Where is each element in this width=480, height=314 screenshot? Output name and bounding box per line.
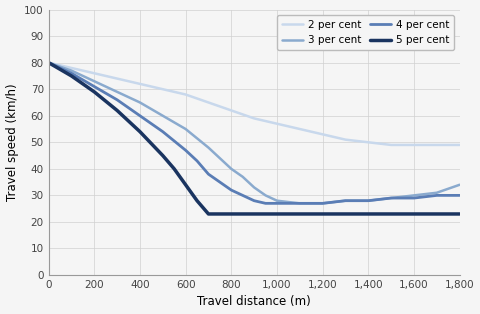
5 per cent: [160, 154, 166, 157]
2 per cent: [434, 143, 440, 147]
3 per cent: [263, 193, 268, 197]
2 per cent: [251, 116, 257, 120]
2 per cent: [205, 100, 211, 104]
2 per cent: [274, 122, 280, 126]
5 per cent: [365, 212, 371, 216]
3 per cent: [205, 146, 211, 149]
2 per cent: [343, 138, 348, 142]
2 per cent: [160, 87, 166, 91]
2 per cent: [91, 71, 97, 75]
5 per cent: [297, 212, 303, 216]
3 per cent: [365, 199, 371, 203]
5 per cent: [343, 212, 348, 216]
5 per cent: [46, 61, 51, 65]
3 per cent: [434, 191, 440, 195]
3 per cent: [388, 196, 394, 200]
2 per cent: [457, 143, 463, 147]
4 per cent: [91, 85, 97, 89]
3 per cent: [91, 79, 97, 83]
2 per cent: [297, 127, 303, 131]
4 per cent: [320, 202, 325, 205]
4 per cent: [137, 114, 143, 118]
3 per cent: [228, 167, 234, 171]
5 per cent: [320, 212, 325, 216]
4 per cent: [434, 193, 440, 197]
Line: 4 per cent: 4 per cent: [48, 63, 460, 203]
5 per cent: [434, 212, 440, 216]
Y-axis label: Travel speed (km/h): Travel speed (km/h): [6, 84, 19, 201]
5 per cent: [114, 109, 120, 112]
Line: 3 per cent: 3 per cent: [48, 63, 460, 203]
4 per cent: [263, 202, 268, 205]
3 per cent: [160, 114, 166, 118]
5 per cent: [251, 212, 257, 216]
3 per cent: [274, 199, 280, 203]
4 per cent: [457, 193, 463, 197]
Line: 2 per cent: 2 per cent: [48, 63, 460, 145]
4 per cent: [69, 71, 74, 75]
3 per cent: [69, 69, 74, 73]
4 per cent: [183, 149, 189, 152]
X-axis label: Travel distance (m): Travel distance (m): [197, 295, 311, 308]
5 per cent: [171, 167, 177, 171]
4 per cent: [274, 202, 280, 205]
3 per cent: [320, 202, 325, 205]
4 per cent: [228, 188, 234, 192]
3 per cent: [343, 199, 348, 203]
3 per cent: [183, 127, 189, 131]
5 per cent: [194, 199, 200, 203]
5 per cent: [274, 212, 280, 216]
5 per cent: [205, 212, 211, 216]
4 per cent: [388, 196, 394, 200]
4 per cent: [114, 98, 120, 102]
4 per cent: [160, 130, 166, 133]
5 per cent: [69, 74, 74, 78]
Line: 5 per cent: 5 per cent: [48, 63, 460, 214]
5 per cent: [183, 183, 189, 187]
3 per cent: [46, 61, 51, 65]
3 per cent: [411, 193, 417, 197]
5 per cent: [411, 212, 417, 216]
5 per cent: [137, 130, 143, 133]
2 per cent: [411, 143, 417, 147]
2 per cent: [183, 93, 189, 96]
5 per cent: [228, 212, 234, 216]
2 per cent: [46, 61, 51, 65]
5 per cent: [388, 212, 394, 216]
4 per cent: [240, 193, 246, 197]
4 per cent: [217, 180, 223, 184]
2 per cent: [137, 82, 143, 86]
3 per cent: [457, 183, 463, 187]
2 per cent: [320, 133, 325, 136]
4 per cent: [205, 172, 211, 176]
2 per cent: [365, 140, 371, 144]
2 per cent: [388, 143, 394, 147]
5 per cent: [457, 212, 463, 216]
4 per cent: [365, 199, 371, 203]
4 per cent: [411, 196, 417, 200]
5 per cent: [91, 90, 97, 94]
2 per cent: [228, 109, 234, 112]
3 per cent: [137, 100, 143, 104]
4 per cent: [343, 199, 348, 203]
2 per cent: [114, 77, 120, 80]
3 per cent: [251, 186, 257, 189]
4 per cent: [46, 61, 51, 65]
4 per cent: [194, 159, 200, 163]
4 per cent: [251, 199, 257, 203]
3 per cent: [240, 175, 246, 179]
2 per cent: [69, 66, 74, 70]
3 per cent: [297, 202, 303, 205]
Legend: 2 per cent, 3 per cent, 4 per cent, 5 per cent: 2 per cent, 3 per cent, 4 per cent, 5 pe…: [277, 15, 455, 50]
4 per cent: [297, 202, 303, 205]
3 per cent: [114, 90, 120, 94]
